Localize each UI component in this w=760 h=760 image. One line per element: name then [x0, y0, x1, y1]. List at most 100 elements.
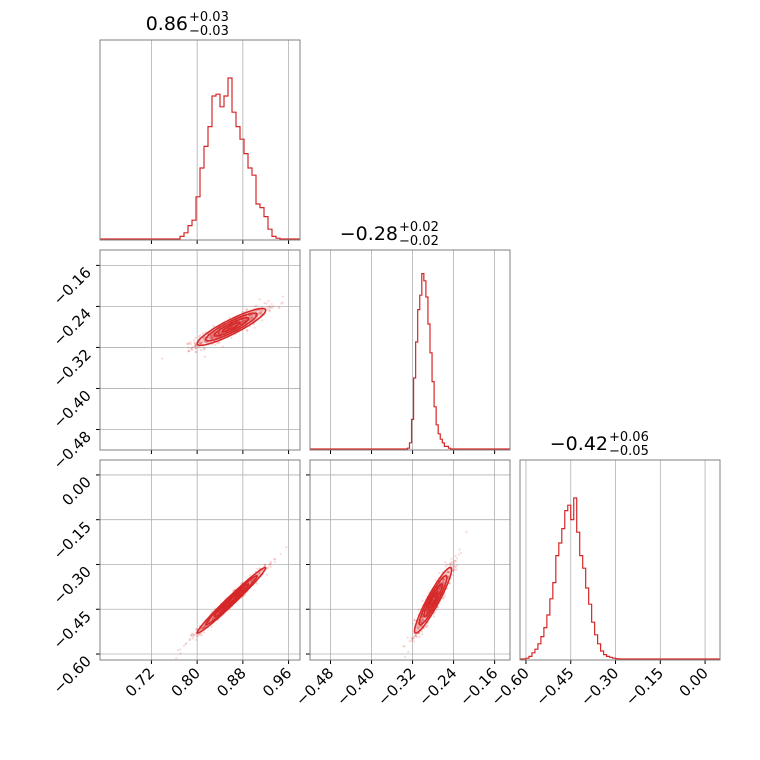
sample-point	[438, 587, 441, 591]
sample-point	[218, 331, 221, 334]
sample-point	[443, 577, 446, 580]
sample-point	[240, 311, 244, 314]
hist-panel-2-frame	[519, 459, 721, 661]
sample-point	[450, 557, 453, 560]
sample-point	[249, 314, 252, 317]
sample-point	[414, 635, 417, 638]
sample-point	[263, 564, 266, 567]
sample-point	[264, 564, 267, 568]
scatter-panel-1-2-contour-3	[413, 566, 453, 634]
y-tick-label-p2-2: −0.30	[50, 563, 95, 608]
sample-point	[411, 622, 415, 625]
sample-point	[443, 595, 447, 598]
sample-point	[210, 337, 213, 340]
sample-point	[201, 625, 204, 628]
sample-point	[266, 308, 269, 311]
sample-point	[210, 610, 213, 613]
hist-panel-1-histogram-step	[310, 273, 510, 450]
sample-point	[230, 325, 233, 329]
sample-point	[210, 336, 213, 340]
sample-point	[218, 332, 221, 336]
sample-point	[254, 313, 257, 316]
sample-point	[415, 629, 418, 632]
x-tick-label-p2-3: −0.15	[622, 664, 667, 709]
sample-point	[246, 308, 249, 311]
sample-point	[251, 315, 254, 318]
sample-point	[212, 324, 215, 327]
sample-point	[192, 633, 195, 636]
sample-point	[199, 342, 202, 345]
sample-point	[201, 339, 204, 342]
sample-point	[420, 616, 424, 619]
scatter-panel-1-2-contour-1	[423, 583, 444, 618]
sample-point	[242, 320, 245, 323]
sample-point	[441, 581, 444, 584]
sample-point	[194, 345, 197, 348]
sample-point	[217, 331, 220, 335]
sample-point	[200, 627, 204, 630]
sample-point	[256, 567, 259, 571]
scatter-panel-1-2-contour-0	[427, 591, 439, 610]
sample-point	[209, 334, 212, 338]
sample-point	[259, 310, 262, 313]
scatter-panel-1-2-frame	[309, 459, 511, 661]
sample-point	[196, 634, 199, 637]
sample-point	[456, 557, 459, 560]
sample-point	[211, 617, 214, 620]
sample-point	[191, 346, 194, 349]
sample-point	[268, 306, 271, 309]
sample-point	[251, 313, 254, 316]
sample-point	[218, 331, 221, 335]
sample-point	[421, 616, 424, 619]
sample-point	[241, 320, 244, 324]
sample-point	[446, 587, 449, 590]
scatter-panel-0-1-contour-3	[196, 307, 267, 347]
sample-point	[252, 323, 255, 326]
hist-panel-2-histogram-step	[520, 497, 720, 660]
sample-point	[211, 335, 214, 338]
sample-point	[185, 642, 188, 645]
sample-point	[454, 555, 457, 558]
sample-point	[212, 336, 215, 339]
sample-point	[250, 579, 254, 582]
sample-point	[241, 320, 244, 323]
sample-point	[250, 314, 253, 317]
sample-point	[263, 301, 266, 305]
sample-point	[260, 311, 263, 315]
sample-point	[250, 315, 253, 319]
sample-point	[246, 329, 249, 332]
x-tick-label-p0-3: 0.96	[259, 664, 295, 700]
sample-point	[439, 586, 442, 589]
sample-point	[240, 321, 243, 324]
sample-point	[259, 312, 262, 315]
sample-point	[244, 318, 248, 321]
sample-point	[202, 626, 205, 629]
sample-point	[203, 348, 206, 351]
sample-point	[406, 636, 409, 639]
sample-point	[261, 308, 264, 311]
sample-point	[453, 568, 456, 571]
sample-point	[200, 627, 203, 630]
sample-point	[436, 589, 439, 592]
sample-point	[186, 342, 189, 345]
title-plus-1: +0.02	[399, 220, 439, 235]
sample-point	[229, 326, 232, 329]
sample-point	[269, 562, 272, 565]
sample-point	[210, 334, 213, 337]
sample-point	[434, 579, 437, 582]
sample-point	[446, 563, 449, 566]
sample-point	[250, 316, 253, 320]
y-tick-label-p2-1: −0.45	[50, 607, 95, 652]
sample-point	[435, 608, 438, 611]
sample-point	[215, 333, 218, 336]
sample-point	[211, 336, 214, 340]
sample-point	[189, 341, 192, 344]
sample-point	[465, 530, 468, 533]
sample-point	[217, 331, 220, 335]
sample-point	[427, 608, 430, 612]
title-plus-0: +0.03	[189, 10, 229, 25]
sample-point	[204, 335, 207, 338]
sample-point	[203, 355, 206, 358]
hist-panel-0-histogram-step	[100, 77, 300, 240]
